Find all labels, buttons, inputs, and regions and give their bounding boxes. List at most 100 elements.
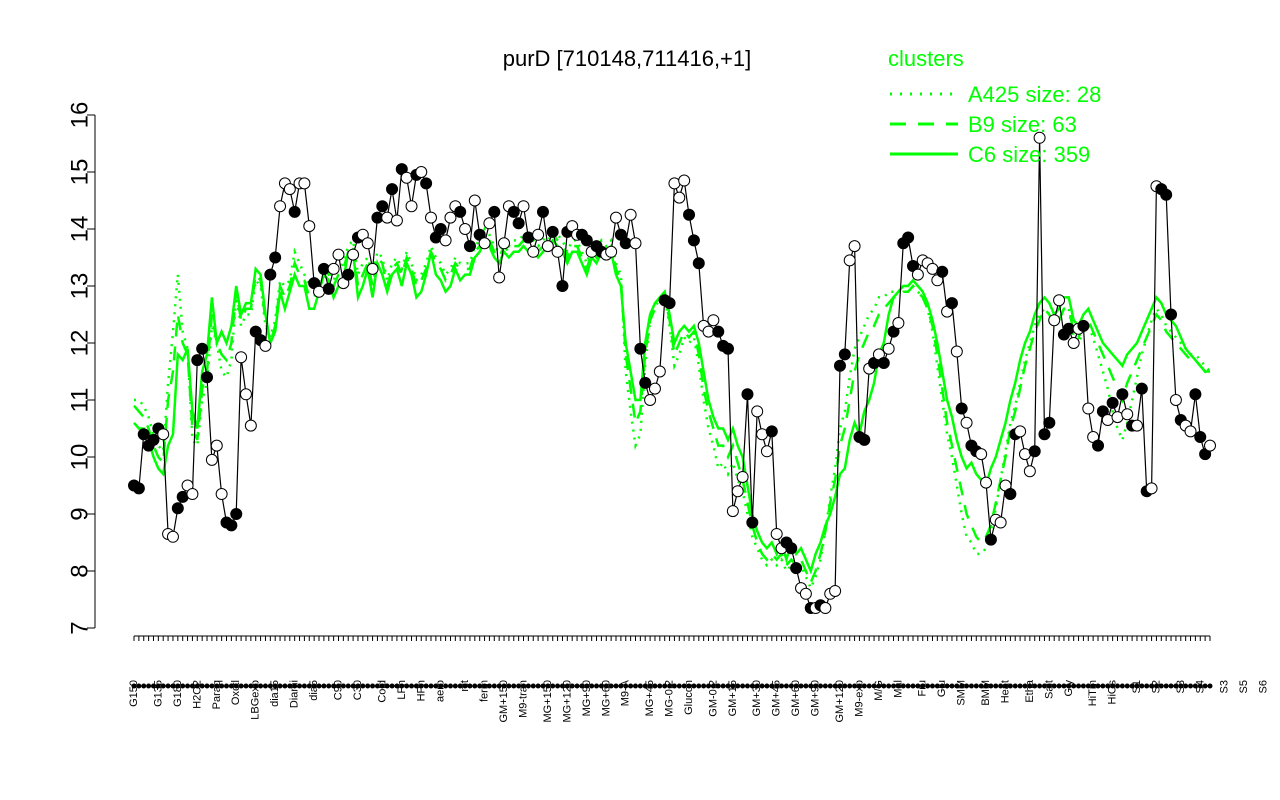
x-rug-mark [871, 683, 877, 689]
x-rug-mark [866, 683, 872, 689]
x-rug-mark [277, 683, 283, 689]
x-rug-mark [691, 683, 697, 689]
x-tick-label: MG+120 [561, 680, 573, 723]
x-rug-mark [998, 683, 1004, 689]
x-rug-mark [720, 683, 726, 689]
data-point [1067, 337, 1080, 349]
x-tick-label: Heat [1000, 680, 1012, 703]
data-point [945, 297, 958, 310]
x-rug-mark [628, 683, 634, 689]
y-tick-label: 9 [67, 507, 94, 520]
x-rug-mark [1037, 683, 1043, 689]
x-rug-mark [574, 683, 580, 689]
data-point [541, 240, 554, 253]
x-rug-mark [1095, 683, 1101, 689]
x-rug-mark [852, 683, 858, 689]
x-tick-label: GM+45 [771, 680, 783, 716]
x-rug-mark [452, 683, 458, 689]
x-rug-mark [272, 683, 278, 689]
x-rug-mark [170, 683, 176, 689]
x-rug-mark [900, 683, 906, 689]
x-rug-mark [1017, 683, 1023, 689]
data-point [342, 268, 355, 281]
x-rug-mark [618, 683, 624, 689]
x-tick-label: GM-0.2 [707, 680, 719, 717]
x-rug-mark [579, 683, 585, 689]
x-rug-mark [1066, 683, 1072, 689]
x-rug-mark [569, 683, 575, 689]
x-rug-mark [1012, 683, 1018, 689]
x-rug-mark [433, 683, 439, 689]
x-tick-label: MG-0.2 [664, 680, 676, 717]
x-rug-mark [1003, 683, 1009, 689]
x-rug-mark [418, 683, 424, 689]
x-rug-mark [428, 683, 434, 689]
x-rug-mark [779, 683, 785, 689]
data-point [746, 516, 759, 529]
x-rug-mark [1119, 683, 1125, 689]
x-tick-label: MG+60 [600, 680, 612, 716]
data-point [629, 237, 642, 250]
x-tick-label: M9-A [620, 679, 632, 706]
x-rug-mark [394, 683, 400, 689]
data-point [911, 268, 924, 281]
x-tick-label: MG+150 [542, 680, 554, 723]
x-tick-label: GM+15 [727, 680, 739, 716]
cluster-line-dashed [133, 232, 1211, 586]
y-tick-label: 10 [67, 444, 94, 471]
sample-series [128, 131, 1216, 615]
x-rug-mark [155, 683, 161, 689]
data-point [434, 223, 447, 235]
x-rug-mark [1076, 683, 1082, 689]
x-rug-mark [1046, 683, 1052, 689]
data-point [707, 314, 720, 327]
x-rug-mark [1032, 683, 1038, 689]
x-tick-label: GM+120 [834, 680, 846, 723]
x-rug-mark [297, 683, 303, 689]
x-rug-mark [389, 683, 395, 689]
data-point [361, 237, 374, 250]
data-point [736, 470, 749, 483]
x-rug-mark [316, 683, 322, 689]
x-rug-mark [311, 683, 317, 689]
legend: clusters A425 size: 28 B9 size: 63 C6 size… [888, 46, 1101, 167]
data-point [829, 584, 842, 597]
data-point [760, 445, 773, 458]
x-rug-mark [233, 683, 239, 689]
y-tick-label: 12 [67, 330, 94, 357]
x-rug-mark [248, 683, 254, 689]
data-point [459, 223, 472, 235]
x-rug-mark [740, 683, 746, 689]
x-rug-mark [1163, 683, 1169, 689]
x-rug-mark [608, 683, 614, 689]
x-tick-label: Etha [1024, 679, 1036, 703]
x-tick-label: GM+150 [498, 680, 510, 723]
data-point [984, 533, 997, 546]
x-rug-mark [301, 683, 307, 689]
data-point [1194, 431, 1207, 444]
data-point [838, 348, 851, 361]
x-rug-mark [744, 683, 750, 689]
data-point [283, 183, 296, 196]
x-rug-mark [559, 683, 565, 689]
data-point [390, 214, 403, 227]
data-point [439, 234, 452, 247]
data-point [454, 205, 467, 218]
x-tick-label: ferm [479, 680, 491, 702]
x-rug-mark [180, 683, 186, 689]
x-rug-mark [594, 683, 600, 689]
x-rug-mark [321, 683, 327, 689]
data-point [790, 562, 803, 575]
data-point [298, 177, 311, 190]
x-rug-mark [228, 683, 234, 689]
data-point [517, 200, 530, 213]
data-point [833, 359, 846, 372]
x-rug-mark [374, 683, 380, 689]
data-point [765, 425, 778, 438]
data-point [858, 433, 871, 446]
x-rug-mark [623, 683, 629, 689]
data-point [751, 405, 764, 418]
data-point [132, 482, 145, 495]
data-point [980, 476, 993, 489]
data-point [210, 439, 223, 452]
